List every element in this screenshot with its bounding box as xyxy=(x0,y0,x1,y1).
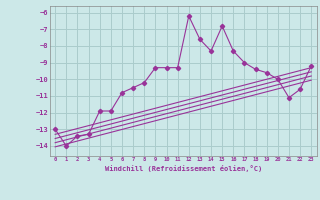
X-axis label: Windchill (Refroidissement éolien,°C): Windchill (Refroidissement éolien,°C) xyxy=(105,165,262,172)
